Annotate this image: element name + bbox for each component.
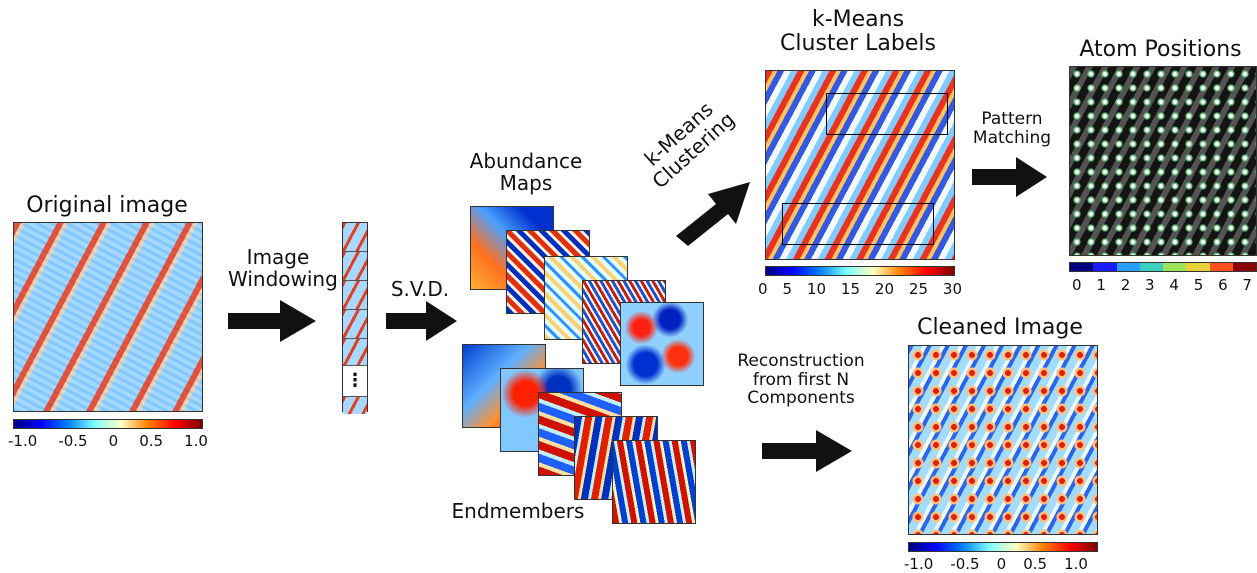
atom-positions-panel	[1069, 66, 1257, 256]
tick: 6	[1218, 276, 1228, 294]
tick: -0.5	[58, 432, 88, 450]
tick: 0	[996, 555, 1007, 573]
window-strip: ⋮	[342, 222, 368, 414]
cleaned-image-title: Cleaned Image	[917, 315, 1083, 340]
abundance-maps-line1: Abundance	[469, 149, 583, 173]
tick: 0	[1072, 276, 1082, 294]
tick: 10	[806, 280, 826, 298]
arrow-right-icon	[386, 301, 457, 341]
tick: 15	[840, 280, 860, 298]
tick: -1.0	[8, 432, 38, 450]
kmeans-labels-title: k-Means Cluster Labels	[760, 7, 956, 57]
original-image-panel	[13, 222, 203, 412]
tick: 30	[942, 280, 962, 298]
reconstruction-line2: from first N	[752, 369, 850, 390]
tick: 25	[908, 280, 928, 298]
pattern-matching-line2: Matching	[972, 127, 1052, 148]
endmembers-label: Endmembers	[451, 499, 585, 523]
tick: 1.0	[184, 432, 208, 450]
tick: 1	[1096, 276, 1106, 294]
tick: 5	[1193, 276, 1204, 294]
cluster-colorbar-ticks: 0 5 10 15 20 25 30	[758, 280, 962, 298]
original-colorbar-ticks: -1.0 -0.5 0 0.5 1.0	[8, 432, 208, 450]
kmeans-labels-panel	[765, 70, 955, 260]
arrow-right-icon	[972, 157, 1047, 197]
image-windowing-line2: Windowing	[228, 267, 338, 291]
abundance-maps-label: Abundance Maps	[455, 150, 597, 194]
endmember-5	[612, 440, 696, 524]
cleaned-image-panel	[908, 345, 1098, 535]
image-windowing-line1: Image	[246, 245, 310, 269]
tick: 0.5	[1023, 555, 1048, 573]
reconstruction-line1: Reconstruction	[737, 351, 865, 371]
abundance-map-5	[620, 302, 704, 386]
tick: 0.5	[139, 432, 164, 450]
cleaned-colorbar-ticks: -1.0 -0.5 0 0.5 1.0	[904, 555, 1088, 573]
tick: 0	[108, 432, 119, 450]
image-windowing-label: Image Windowing	[228, 245, 338, 291]
atom-colorbar-ticks: 0 1 2 3 4 5 6 7	[1072, 276, 1252, 294]
cleaned-colorbar	[908, 542, 1098, 552]
pattern-matching-line1: Pattern	[981, 109, 1043, 129]
tick: 3	[1145, 276, 1155, 294]
pattern-matching-label: Pattern Matching	[960, 110, 1064, 147]
tick: 1.0	[1064, 555, 1088, 573]
abundance-maps-line2: Maps	[499, 171, 553, 195]
atom-colorbar	[1069, 262, 1257, 272]
svd-label: S.V.D.	[390, 277, 450, 301]
arrow-diagonal-icon	[676, 182, 750, 246]
tick: -1.0	[904, 555, 934, 573]
reconstruction-label: Reconstruction from first N Components	[716, 352, 886, 408]
kmeans-labels-line1: k-Means	[811, 7, 905, 32]
original-colorbar	[13, 419, 203, 429]
arrow-right-icon	[228, 300, 316, 342]
tick: 7	[1242, 276, 1252, 294]
arrow-right-icon	[762, 430, 852, 472]
tick: 5	[782, 280, 792, 298]
tick: 4	[1169, 276, 1179, 294]
kmeans-labels-line2: Cluster Labels	[780, 31, 936, 57]
tick: 20	[874, 280, 894, 298]
original-image-title: Original image	[26, 193, 188, 218]
cluster-colorbar	[765, 266, 955, 276]
tick: 0	[758, 280, 768, 298]
window-ellipsis: ⋮	[343, 366, 367, 396]
reconstruction-line3: Components	[747, 388, 855, 409]
tick: -0.5	[950, 555, 980, 573]
atom-positions-title: Atom Positions	[1079, 37, 1242, 62]
tick: 2	[1120, 276, 1131, 294]
